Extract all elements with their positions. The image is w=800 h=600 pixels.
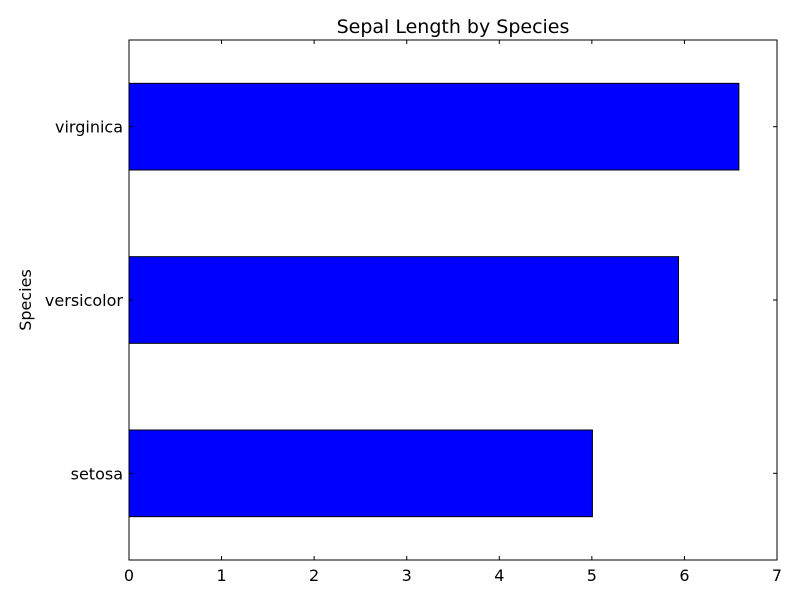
- x-tick-label-0: 0: [124, 566, 134, 585]
- bar-virginica: [128, 82, 740, 171]
- y-tick-label-virginica: virginica: [55, 118, 123, 137]
- bar-versicolor: [128, 256, 680, 344]
- x-tick-label-5: 5: [587, 566, 597, 585]
- bars-layer: [128, 82, 740, 518]
- bar-setosa: [128, 429, 593, 518]
- plot-area-frame: [128, 39, 778, 561]
- y-axis-label: Species: [16, 269, 35, 331]
- x-tick-label-3: 3: [402, 566, 412, 585]
- x-tick-label-1: 1: [216, 566, 226, 585]
- y-tick-label-versicolor: versicolor: [45, 291, 123, 310]
- x-tick-label-2: 2: [309, 566, 319, 585]
- chart-title: Sepal Length by Species: [337, 16, 570, 38]
- tick-labels-layer: setosa versicolor virginica 0 1 2 3 4 5 6 7: [45, 118, 782, 585]
- x-tick-label-7: 7: [772, 566, 782, 585]
- y-tick-label-setosa: setosa: [71, 464, 123, 483]
- x-tick-label-4: 4: [494, 566, 504, 585]
- x-tick-label-6: 6: [679, 566, 689, 585]
